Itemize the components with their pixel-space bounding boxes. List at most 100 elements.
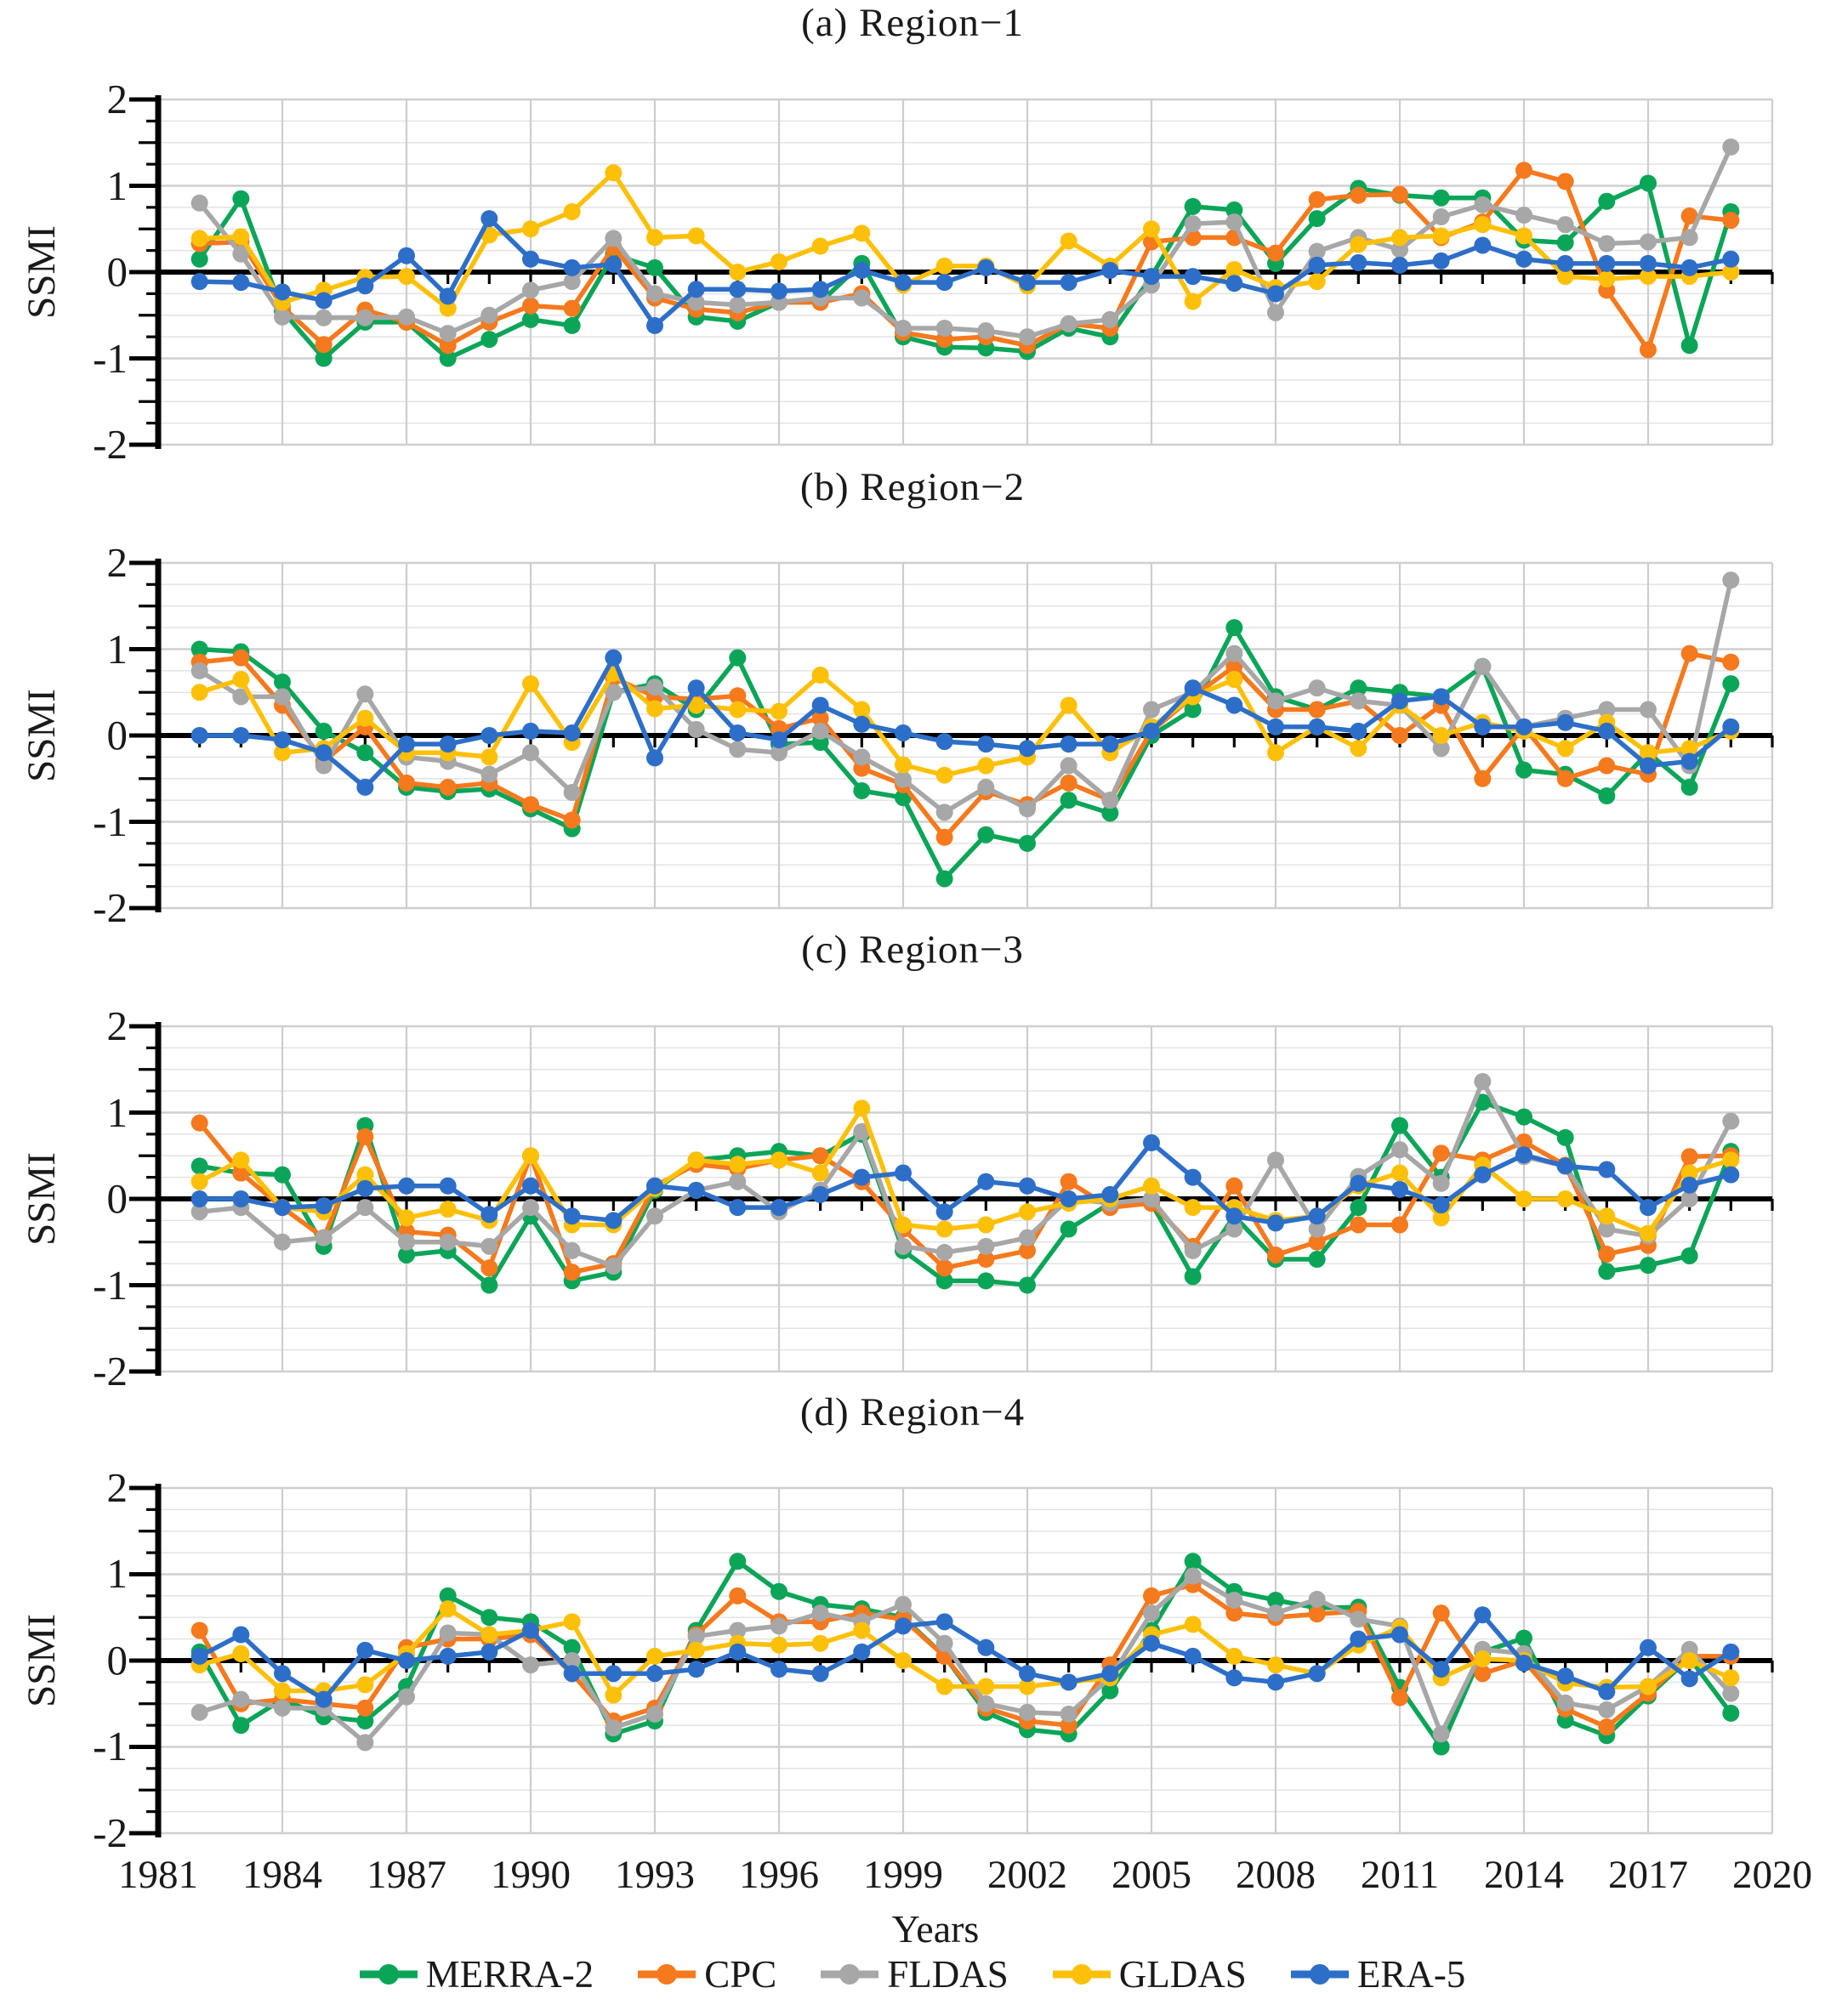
data-point bbox=[1391, 1216, 1408, 1234]
data-point bbox=[315, 1197, 333, 1215]
data-point bbox=[935, 733, 953, 751]
data-point bbox=[439, 1587, 457, 1604]
data-point bbox=[811, 709, 829, 727]
data-point bbox=[1019, 274, 1036, 292]
data-point bbox=[977, 1237, 995, 1255]
data-point bbox=[190, 1173, 208, 1190]
data-point bbox=[480, 1608, 498, 1626]
data-point bbox=[1556, 1190, 1574, 1207]
data-point bbox=[811, 237, 829, 255]
data-point bbox=[356, 1712, 374, 1729]
data-point bbox=[811, 1147, 829, 1165]
data-point bbox=[646, 1647, 663, 1665]
data-point bbox=[398, 774, 415, 792]
data-point bbox=[398, 268, 415, 286]
data-point bbox=[646, 700, 663, 718]
data-point bbox=[1267, 1246, 1284, 1264]
data-point bbox=[1640, 174, 1657, 192]
data-point bbox=[687, 293, 705, 311]
y-tick-label: -2 bbox=[93, 421, 128, 468]
data-point bbox=[935, 1272, 953, 1290]
data-point bbox=[1474, 1664, 1492, 1682]
data-point bbox=[232, 1164, 250, 1182]
data-point bbox=[1225, 645, 1243, 662]
data-point bbox=[1474, 1166, 1492, 1184]
data-point bbox=[1680, 337, 1698, 355]
data-point bbox=[1722, 250, 1740, 268]
data-point bbox=[1060, 696, 1077, 714]
data-point bbox=[811, 1664, 829, 1682]
data-point bbox=[232, 649, 250, 667]
y-tick-label: -1 bbox=[93, 798, 128, 845]
data-point bbox=[977, 322, 995, 340]
data-point bbox=[356, 1127, 374, 1145]
data-point bbox=[1225, 1177, 1243, 1195]
series-era-5 bbox=[190, 1134, 1740, 1232]
data-point bbox=[1722, 1704, 1740, 1722]
data-point bbox=[977, 1251, 995, 1269]
legend-item-gldas: GLDAS bbox=[1052, 1952, 1247, 1996]
data-point bbox=[563, 811, 581, 829]
data-point bbox=[1308, 273, 1326, 291]
data-point bbox=[1598, 1207, 1616, 1225]
data-point bbox=[1598, 1161, 1616, 1178]
x-tick-label: 2020 bbox=[1732, 1853, 1812, 1897]
data-point bbox=[398, 1651, 415, 1669]
panel-b-title: (b) Region−2 bbox=[799, 465, 1026, 509]
data-point bbox=[1556, 254, 1574, 272]
data-point bbox=[232, 1644, 250, 1662]
data-point bbox=[770, 702, 787, 720]
data-point bbox=[1474, 216, 1492, 234]
y-axis-title: SSMI bbox=[20, 1152, 64, 1246]
data-point bbox=[1474, 1605, 1492, 1623]
data-point bbox=[1184, 1552, 1202, 1570]
data-point bbox=[1267, 692, 1284, 710]
data-point bbox=[853, 1168, 871, 1186]
data-point bbox=[1722, 571, 1740, 589]
data-point bbox=[605, 255, 623, 273]
data-point bbox=[439, 1647, 457, 1665]
data-point bbox=[190, 684, 208, 701]
data-point bbox=[563, 1664, 581, 1682]
data-point bbox=[1556, 740, 1574, 758]
data-point bbox=[232, 727, 250, 744]
data-point bbox=[315, 1229, 333, 1247]
data-point bbox=[895, 756, 912, 774]
y-tick-label: 0 bbox=[106, 248, 128, 295]
data-point bbox=[1680, 1247, 1698, 1264]
data-point bbox=[1060, 1220, 1077, 1238]
data-point bbox=[770, 1582, 787, 1600]
data-point bbox=[895, 724, 912, 741]
data-point bbox=[1019, 800, 1036, 818]
data-point bbox=[895, 319, 912, 337]
data-point bbox=[729, 741, 747, 758]
data-point bbox=[315, 336, 333, 354]
y-tick-label: 2 bbox=[106, 1002, 128, 1049]
data-point bbox=[1598, 254, 1616, 272]
data-point bbox=[605, 230, 623, 247]
data-point bbox=[1722, 1684, 1740, 1702]
data-point bbox=[1598, 1263, 1616, 1281]
data-point bbox=[1391, 229, 1408, 247]
data-point bbox=[1474, 196, 1492, 213]
data-point bbox=[605, 1258, 623, 1275]
data-point bbox=[356, 744, 374, 762]
data-point bbox=[895, 770, 912, 788]
data-point bbox=[1308, 210, 1326, 228]
x-tick-label: 2002 bbox=[987, 1853, 1067, 1897]
y-tick-label: 2 bbox=[106, 76, 128, 122]
data-point bbox=[398, 1177, 415, 1195]
data-point bbox=[356, 1179, 374, 1197]
data-point bbox=[687, 1641, 705, 1659]
data-point bbox=[1598, 192, 1616, 210]
data-point bbox=[811, 1185, 829, 1203]
data-point bbox=[356, 685, 374, 703]
data-point bbox=[1184, 197, 1202, 215]
data-point bbox=[1640, 1257, 1657, 1275]
data-point bbox=[646, 1177, 663, 1195]
data-point bbox=[1556, 713, 1574, 731]
data-point bbox=[1640, 233, 1657, 251]
data-point bbox=[1722, 1166, 1740, 1184]
series-era-5 bbox=[190, 210, 1740, 334]
data-point bbox=[522, 675, 539, 693]
